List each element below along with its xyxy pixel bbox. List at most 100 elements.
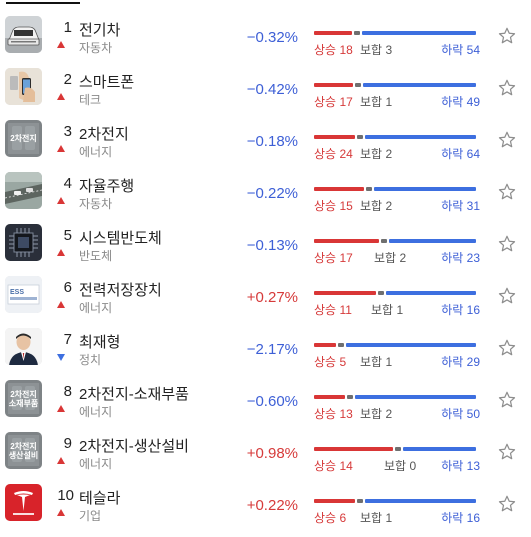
star-icon[interactable]: [497, 234, 517, 254]
rank-number: 7: [63, 331, 72, 348]
bar-flat-segment: [354, 31, 360, 35]
theme-category: 테크: [79, 93, 102, 107]
down-count: 하락 13: [441, 459, 480, 473]
flat-count: 보합 1: [371, 303, 404, 317]
bar-up-segment: [314, 499, 355, 503]
theme-name[interactable]: 2차전지-소재부품: [79, 386, 189, 403]
battery-icon: 2차전지 생산설비: [5, 432, 42, 469]
theme-category: 자동차: [79, 41, 113, 55]
active-tab-indicator: [6, 2, 80, 4]
rank-number: 2: [63, 71, 72, 88]
flat-count: 보합 2: [374, 251, 407, 265]
theme-row[interactable]: 2차전지 소재부품 8 2차전지-소재부품 에너지 −0.60% 상승 13 보…: [0, 376, 531, 428]
up-count: 상승 11: [314, 303, 352, 317]
theme-name[interactable]: 테슬라: [79, 490, 121, 507]
rank-number: 8: [63, 383, 72, 400]
up-flat-down-bar: [314, 499, 480, 503]
theme-row[interactable]: 2 스마트폰 테크 −0.42% 상승 17 보합 1 하락 49: [0, 64, 531, 116]
triangle-down-icon: [57, 354, 65, 361]
up-flat-down-counts: 상승 17 보합 2 하락 23: [314, 249, 480, 265]
change-percent: −0.22%: [246, 185, 298, 202]
theme-row[interactable]: 4 자율주행 자동차 −0.22% 상승 15 보합 2 하락 31: [0, 168, 531, 220]
ess-icon: ESS: [5, 276, 42, 313]
bar-down-segment: [363, 83, 476, 87]
star-icon[interactable]: [497, 78, 517, 98]
star-icon[interactable]: [497, 26, 517, 46]
up-flat-down-bar: [314, 31, 480, 35]
triangle-up-icon: [57, 301, 65, 308]
star-icon[interactable]: [497, 182, 517, 202]
star-icon[interactable]: [497, 442, 517, 462]
bar-down-segment: [389, 239, 476, 243]
rank-number: 9: [63, 435, 72, 452]
theme-row[interactable]: 7 최재형 정치 −2.17% 상승 5 보합 1 하락 29: [0, 324, 531, 376]
theme-name[interactable]: 2차전지-생산설비: [79, 438, 189, 455]
theme-category: 에너지: [79, 405, 113, 419]
rank-number: 4: [63, 175, 72, 192]
rank-number: 5: [63, 227, 72, 244]
bar-flat-segment: [395, 447, 401, 451]
theme-name[interactable]: 전기차: [79, 22, 121, 39]
star-icon[interactable]: [497, 338, 517, 358]
flat-count: 보합 3: [360, 43, 393, 57]
up-flat-down-counts: 상승 14 보합 0 하락 13: [314, 457, 480, 473]
theme-row[interactable]: 1 전기차 자동차 −0.32% 상승 18 보합 3 하락 54: [0, 12, 531, 64]
flat-count: 보합 2: [360, 407, 393, 421]
up-count: 상승 13: [314, 407, 353, 421]
triangle-up-icon: [57, 93, 65, 100]
down-count: 하락 31: [441, 199, 480, 213]
star-icon[interactable]: [497, 390, 517, 410]
down-count: 하락 49: [441, 95, 480, 109]
up-flat-down-bar: [314, 239, 480, 243]
bar-flat-segment: [357, 135, 363, 139]
up-count: 상승 15: [314, 199, 353, 213]
rank-number: 6: [63, 279, 72, 296]
bar-flat-segment: [347, 395, 353, 399]
triangle-up-icon: [57, 197, 65, 204]
theme-name[interactable]: 스마트폰: [79, 74, 135, 91]
star-icon[interactable]: [497, 494, 517, 514]
bar-up-segment: [314, 447, 393, 451]
up-count: 상승 6: [314, 511, 347, 525]
up-count: 상승 17: [314, 251, 353, 265]
flat-count: 보합 2: [360, 147, 393, 161]
car-icon: [5, 16, 42, 53]
change-percent: −0.18%: [246, 133, 298, 150]
up-flat-down-counts: 상승 11 보합 1 하락 16: [314, 301, 480, 317]
theme-name[interactable]: 2차전지: [79, 126, 129, 143]
theme-name[interactable]: 전력저장장치: [79, 282, 162, 299]
battery-icon: 2차전지: [5, 120, 42, 157]
theme-category: 에너지: [79, 145, 113, 159]
theme-name[interactable]: 최재형: [79, 334, 121, 351]
star-icon[interactable]: [497, 286, 517, 306]
change-percent: +0.27%: [246, 289, 298, 306]
theme-name[interactable]: 자율주행: [79, 178, 135, 195]
down-count: 하락 29: [441, 355, 480, 369]
theme-row[interactable]: 10 테슬라 기업 +0.22% 상승 6 보합 1 하락 16: [0, 480, 531, 532]
triangle-up-icon: [57, 457, 65, 464]
smartphone-icon: [5, 68, 42, 105]
bar-up-segment: [314, 395, 345, 399]
triangle-up-icon: [57, 249, 65, 256]
bar-up-segment: [314, 291, 376, 295]
flat-count: 보합 1: [360, 95, 393, 109]
change-percent: −2.17%: [246, 341, 298, 358]
up-flat-down-counts: 상승 5 보합 1 하락 29: [314, 353, 480, 369]
star-icon[interactable]: [497, 130, 517, 150]
theme-row[interactable]: 2차전지 생산설비 9 2차전지-생산설비 에너지 +0.98% 상승 14 보…: [0, 428, 531, 480]
up-count: 상승 24: [314, 147, 353, 161]
bar-up-segment: [314, 135, 355, 139]
theme-row[interactable]: ESS 6 전력저장장치 에너지 +0.27% 상승 11 보합 1 하락 16: [0, 272, 531, 324]
up-flat-down-counts: 상승 15 보합 2 하락 31: [314, 197, 480, 213]
flat-count: 보합 1: [360, 511, 393, 525]
down-count: 하락 16: [441, 511, 480, 525]
down-count: 하락 16: [441, 303, 480, 317]
road-icon: [5, 172, 42, 209]
theme-row[interactable]: 2차전지 3 2차전지 에너지 −0.18% 상승 24 보합 2 하락 64: [0, 116, 531, 168]
up-flat-down-counts: 상승 17 보합 1 하락 49: [314, 93, 480, 109]
bar-flat-segment: [366, 187, 372, 191]
change-percent: +0.22%: [246, 497, 298, 514]
theme-name[interactable]: 시스템반도체: [79, 230, 162, 247]
theme-row[interactable]: 5 시스템반도체 반도체 −0.13% 상승 17 보합 2 하락 23: [0, 220, 531, 272]
bar-flat-segment: [357, 499, 363, 503]
